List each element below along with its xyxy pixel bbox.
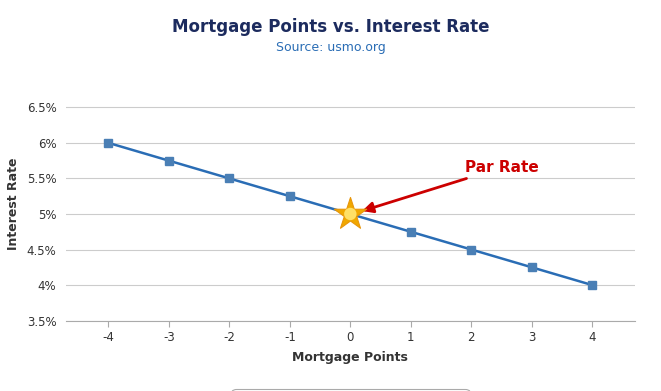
Y-axis label: Interest Rate: Interest Rate bbox=[7, 157, 20, 249]
X-axis label: Mortgage Points: Mortgage Points bbox=[292, 351, 408, 364]
Point bbox=[345, 211, 356, 217]
Text: Mortgage Points vs. Interest Rate: Mortgage Points vs. Interest Rate bbox=[172, 18, 489, 36]
Text: Par Rate: Par Rate bbox=[365, 160, 539, 212]
Point bbox=[345, 211, 356, 217]
Text: Source: usmo.org: Source: usmo.org bbox=[276, 41, 385, 54]
